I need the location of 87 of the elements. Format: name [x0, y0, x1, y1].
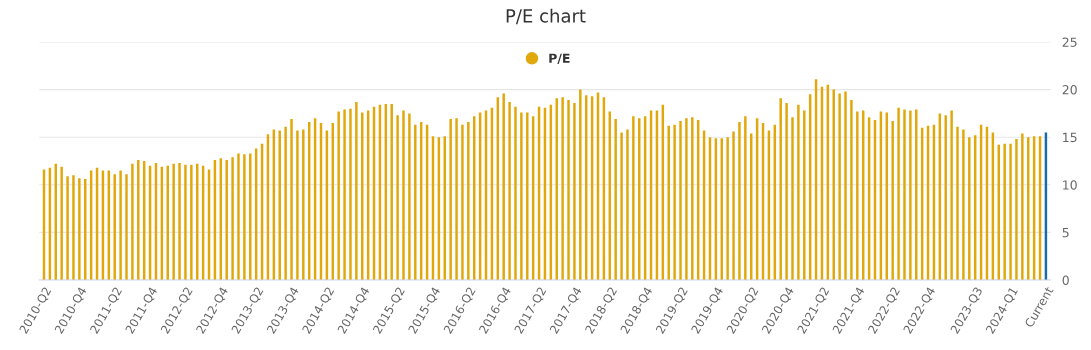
bar	[850, 100, 853, 280]
bar	[632, 116, 635, 280]
bar	[408, 113, 411, 280]
bar	[667, 125, 670, 280]
bar	[243, 154, 246, 280]
bar	[950, 110, 953, 280]
bar	[1009, 143, 1012, 280]
bar	[231, 157, 234, 280]
bar	[673, 124, 676, 280]
y-tick-label: 25	[1062, 37, 1077, 47]
bar	[237, 153, 240, 280]
bar	[791, 117, 794, 280]
bar	[190, 164, 193, 280]
bar	[732, 131, 735, 280]
y-tick-label: 0	[1062, 275, 1069, 285]
bar	[249, 153, 252, 280]
bar	[508, 101, 511, 280]
bar	[520, 112, 523, 280]
bar	[691, 117, 694, 280]
bar	[184, 164, 187, 280]
bar	[1021, 133, 1024, 280]
bar	[172, 163, 175, 280]
bar	[614, 119, 617, 280]
bar	[284, 126, 287, 280]
chart-title: P/E chart	[506, 8, 586, 25]
bar	[779, 98, 782, 280]
bar	[290, 119, 293, 280]
legend-label: P/E	[549, 53, 570, 64]
bar	[579, 89, 582, 280]
y-tick-label: 5	[1062, 228, 1069, 238]
bar	[119, 170, 122, 280]
bar	[897, 107, 900, 280]
bar	[803, 110, 806, 280]
bar	[402, 110, 405, 280]
bar	[449, 119, 452, 280]
bar	[414, 124, 417, 280]
bar	[679, 121, 682, 280]
bar	[514, 106, 517, 280]
bar	[903, 109, 906, 280]
bar	[685, 118, 688, 280]
bar	[390, 103, 393, 280]
bar	[502, 93, 505, 280]
bar	[797, 104, 800, 280]
bar	[337, 111, 340, 280]
bar	[66, 176, 69, 280]
bar	[72, 175, 75, 280]
bar	[355, 101, 358, 280]
bar	[891, 121, 894, 280]
bar	[785, 102, 788, 280]
bar	[343, 109, 346, 280]
bar	[968, 137, 971, 280]
y-tick-label: 20	[1062, 85, 1077, 95]
bar	[620, 132, 623, 280]
bar	[467, 121, 470, 280]
bar	[962, 129, 965, 280]
bar	[856, 111, 859, 280]
bar	[626, 129, 629, 280]
bar	[567, 100, 570, 280]
bar	[396, 115, 399, 280]
y-tick-label: 10	[1063, 180, 1077, 190]
bar	[349, 108, 352, 280]
bar	[113, 174, 116, 280]
bar	[455, 118, 458, 280]
bar	[78, 178, 81, 280]
bar	[738, 121, 741, 280]
bar	[744, 116, 747, 280]
bar	[302, 129, 305, 280]
bar	[225, 160, 228, 280]
bar	[838, 93, 841, 280]
bar	[726, 137, 729, 280]
bar	[125, 174, 128, 280]
bar	[573, 102, 576, 280]
bar	[296, 130, 299, 280]
bar	[178, 162, 181, 280]
bar	[1003, 143, 1006, 280]
bar	[1015, 139, 1018, 280]
bar	[526, 112, 529, 280]
bar	[131, 163, 134, 280]
bar	[944, 115, 947, 280]
bar	[561, 97, 564, 280]
bar	[461, 124, 464, 280]
y-tick-label: 15	[1063, 132, 1077, 143]
bar	[844, 91, 847, 280]
bar	[956, 126, 959, 280]
bar	[60, 166, 63, 280]
bar	[909, 110, 912, 280]
bar	[137, 160, 140, 280]
